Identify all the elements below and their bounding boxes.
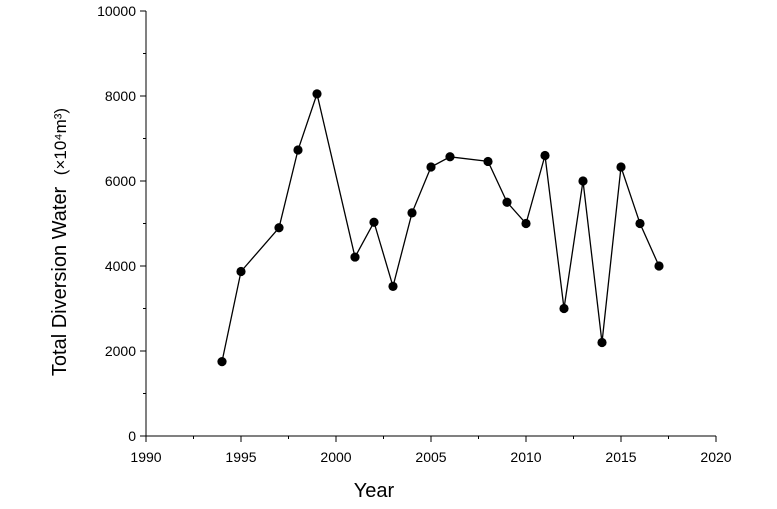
data-point	[502, 197, 512, 207]
y-tick-label: 4000	[105, 258, 136, 274]
x-tick-label: 2015	[605, 449, 636, 465]
data-point	[521, 218, 531, 229]
x-tick-label: 2020	[700, 449, 731, 465]
data-point	[369, 217, 379, 227]
data-point	[616, 162, 626, 172]
y-tick-label: 6000	[105, 173, 136, 189]
y-tick-label: 0	[128, 428, 136, 444]
y-tick-label: 2000	[105, 343, 136, 359]
data-point	[388, 281, 398, 291]
data-point	[426, 162, 436, 172]
data-point	[445, 152, 455, 162]
y-ticks: 0 2000 4000 6000 8000 10000	[97, 3, 146, 444]
x-tick-label: 2010	[510, 449, 541, 465]
y-axis-title: Total Diversion Water (×10⁴m³)	[49, 108, 71, 376]
data-point	[635, 218, 645, 229]
x-tick-label: 1995	[225, 449, 256, 465]
x-tick-label: 1990	[130, 449, 161, 465]
plot-area: 1990 1995 2000 2005 2010 2015 2020 0 2000 4000 60…	[97, 3, 732, 465]
data-point	[559, 303, 569, 314]
data-point	[654, 261, 664, 271]
x-ticks: 1990 1995 2000 2005 2010 2015 2020	[130, 436, 732, 465]
data-point	[407, 208, 417, 218]
series-line	[221, 91, 660, 362]
data-point	[236, 266, 246, 277]
data-point	[217, 357, 227, 367]
x-axis-title: Year	[354, 480, 395, 502]
y-tick-label: 10000	[97, 3, 136, 19]
series-group	[217, 89, 664, 367]
x-tick-label: 2005	[415, 449, 446, 465]
y-tick-label: 8000	[105, 88, 136, 104]
y-axis-title-unit: (×10⁴m³)	[51, 108, 70, 175]
y-axis-title-text: Total Diversion Water	[49, 186, 71, 376]
data-point	[293, 145, 303, 155]
data-point	[350, 252, 360, 262]
data-point	[274, 223, 284, 233]
data-point	[597, 337, 607, 348]
data-point	[578, 176, 588, 186]
x-tick-label: 2000	[320, 449, 351, 465]
data-point	[483, 156, 493, 167]
data-point	[540, 150, 550, 161]
data-point	[312, 89, 322, 99]
